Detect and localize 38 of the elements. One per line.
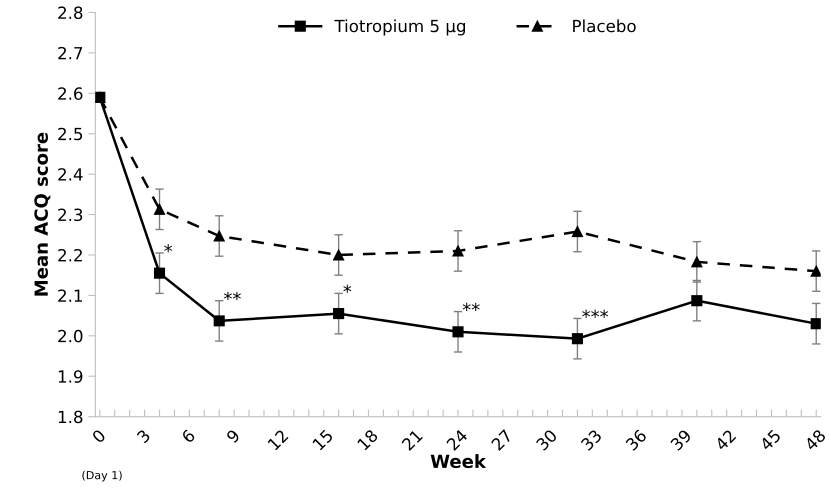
x-tick-label: 9 — [226, 428, 240, 444]
x-axis-title: Week — [430, 454, 486, 468]
y-tick-label: 2.6 — [58, 87, 82, 100]
x-tick-label: 39 — [670, 428, 692, 451]
annotation: ** — [224, 292, 241, 300]
y-tick-label: 2.7 — [58, 46, 82, 60]
x-tick-label: 33 — [580, 428, 602, 451]
y-tick-label: 2.0 — [58, 330, 82, 342]
text: (Day 1) — [82, 470, 122, 482]
x-tick-label: 45 — [759, 429, 782, 452]
legend-label: Placebo — [573, 19, 636, 32]
annotation: ** — [462, 302, 480, 311]
x-tick-label: 21 — [401, 429, 423, 451]
annotation: *** — [582, 310, 608, 318]
x-tick-label: 36 — [625, 428, 648, 451]
y-tick-label: 2.4 — [58, 168, 83, 180]
x-tick-label: 6 — [180, 428, 196, 444]
y-tick-label: 1.8 — [58, 410, 82, 424]
y-tick-label: 2.5 — [58, 128, 82, 140]
annotation: * — [343, 284, 352, 293]
x-tick-label: 27 — [490, 428, 513, 451]
x-tick-label: 15 — [312, 429, 334, 451]
annotation: * — [164, 244, 172, 252]
x-tick-label: 0 — [91, 428, 106, 444]
y-tick-label: 2.1 — [58, 289, 82, 302]
x-tick-label: 3 — [136, 428, 151, 444]
y-axis-title: Mean ACQ score — [34, 132, 50, 296]
x-tick-label: 12 — [267, 429, 288, 450]
y-tick-label: 2.2 — [58, 248, 82, 262]
y-tick-label: 2.3 — [58, 208, 82, 222]
y-tick-label: 2.8 — [58, 6, 82, 20]
x-tick-label: 48 — [804, 428, 826, 452]
x-tick-label: 24 — [446, 428, 468, 451]
x-tick-label: 30 — [535, 428, 558, 451]
legend-label: Tiotropium 5 µg — [334, 19, 466, 36]
y-tick-label: 1.9 — [58, 370, 82, 383]
x-tick-label: 18 — [356, 428, 379, 451]
x-tick-label: 42 — [714, 429, 736, 452]
